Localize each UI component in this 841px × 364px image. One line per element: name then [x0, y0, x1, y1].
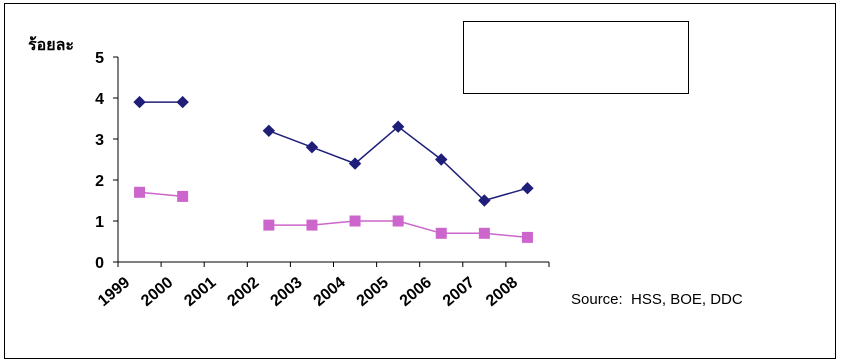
y-tick-label: 1 — [95, 214, 104, 231]
y-tick-label: 3 — [95, 132, 104, 149]
series-point-1 — [478, 227, 490, 239]
x-tick-label: 2001 — [181, 274, 219, 310]
series-point-0 — [176, 95, 189, 109]
series-point-1 — [306, 219, 318, 231]
y-tick-label: 0 — [95, 255, 104, 272]
y-tick-label: 2 — [95, 173, 104, 190]
series-point-1 — [263, 219, 275, 231]
series-point-0 — [262, 124, 276, 138]
y-tick-label: 4 — [95, 91, 104, 108]
series-point-0 — [435, 153, 448, 166]
series-point-0 — [305, 140, 319, 154]
x-tick-label: 2005 — [354, 274, 392, 310]
series-point-0 — [391, 120, 405, 133]
series-point-0 — [348, 157, 362, 170]
series-point-0 — [478, 194, 491, 207]
series-point-1 — [392, 215, 404, 227]
series-point-0 — [133, 95, 146, 109]
series-point-1 — [134, 186, 146, 198]
x-tick-label: 2004 — [311, 274, 349, 310]
series-point-1 — [521, 231, 533, 243]
x-tick-label: 2008 — [483, 274, 521, 310]
y-axis-label: ร้อยละ — [28, 37, 74, 54]
source-annotation: Source: HSS, BOE, DDC — [571, 291, 743, 308]
x-tick-label: 2002 — [224, 274, 262, 310]
series-point-1 — [349, 215, 361, 227]
y-tick-label: 5 — [95, 50, 104, 67]
x-tick-label: 2007 — [440, 274, 478, 310]
chart-frame — [4, 3, 836, 359]
series-point-1 — [177, 190, 189, 202]
series-line-0 — [268, 125, 528, 202]
series-point-0 — [521, 181, 534, 195]
x-tick-label: 2003 — [267, 274, 305, 310]
x-tick-label: 2006 — [397, 274, 435, 310]
series-point-1 — [435, 227, 447, 239]
x-tick-label: 2000 — [138, 274, 176, 310]
legend — [463, 21, 689, 94]
series-line-1 — [139, 191, 183, 198]
x-tick-label: 1999 — [95, 274, 133, 310]
